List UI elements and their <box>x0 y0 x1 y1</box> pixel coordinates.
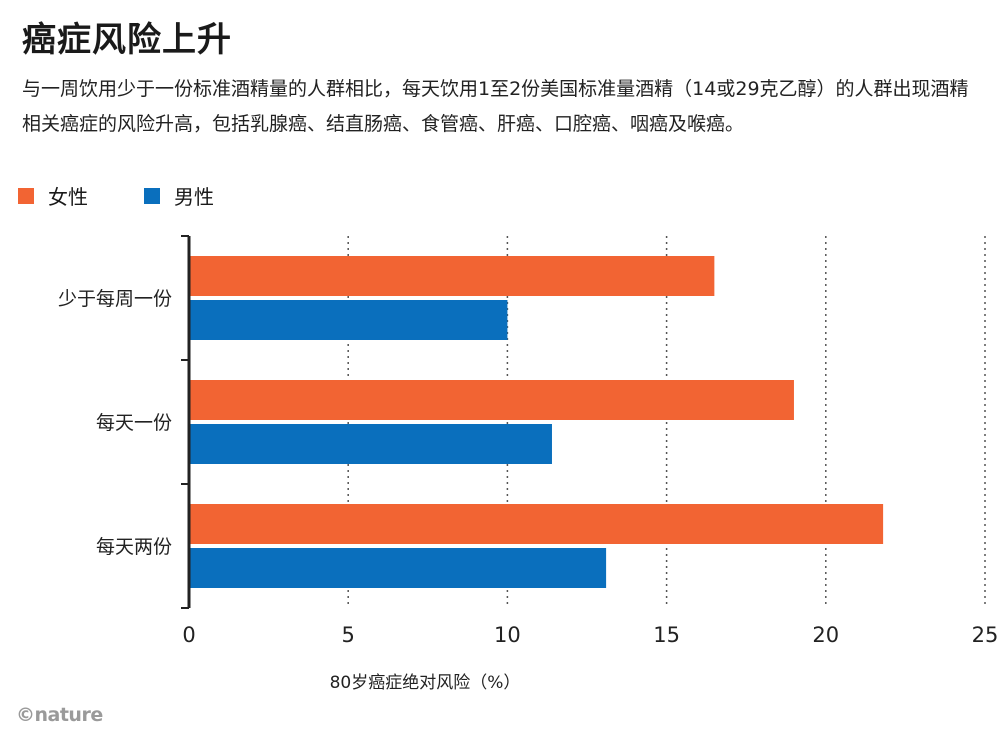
bar-female-0 <box>190 256 715 296</box>
chart-subtitle: 与一周饮用少于一份标准酒精量的人群相比，每天饮用1至2份美国标准量酒精（14或2… <box>22 78 969 135</box>
bar-male-2 <box>190 548 607 588</box>
legend-label-female: 女性 <box>48 185 88 209</box>
y-category-label-1: 每天一份 <box>96 412 172 434</box>
legend-swatch-male <box>144 187 160 204</box>
x-axis-label-text: 80岁癌症绝对风险（%） <box>329 673 521 693</box>
nature-logo: ©nature <box>16 704 103 726</box>
y-category-label-2: 每天两份 <box>96 536 172 558</box>
x-tick-label-5: 5 <box>342 623 355 647</box>
legend: 女性 男性 <box>18 181 258 210</box>
legend-swatch-female <box>18 187 34 204</box>
x-tick-label-10: 10 <box>494 623 521 647</box>
bar-male-0 <box>190 300 508 340</box>
x-tick-label-15: 15 <box>653 623 680 647</box>
bar-female-2 <box>190 504 884 544</box>
x-tick-label-0: 0 <box>182 623 195 647</box>
bar-female-1 <box>190 380 794 420</box>
bar-male-1 <box>190 424 552 464</box>
legend-item-female: 女性 <box>18 181 88 210</box>
x-tick-label-20: 20 <box>812 623 839 647</box>
x-axis-label: 80岁癌症绝对风险（%） <box>0 668 1000 693</box>
chart-title: 癌症风险上升 <box>22 20 232 60</box>
legend-label-male: 男性 <box>174 185 214 209</box>
y-category-label-0: 少于每周一份 <box>58 288 172 310</box>
x-tick-label-25: 25 <box>972 623 999 647</box>
legend-item-male: 男性 <box>144 181 214 210</box>
